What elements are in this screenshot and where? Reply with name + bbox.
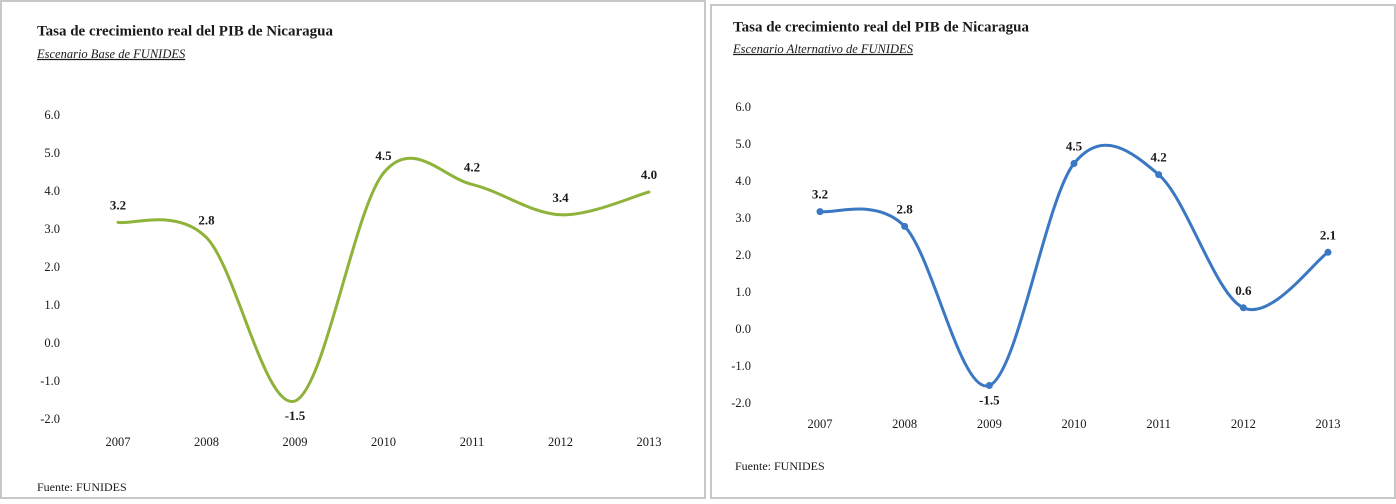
chart-title: Tasa de crecimiento real del PIB de Nica… — [733, 19, 1029, 35]
y-tick-label: -2.0 — [40, 412, 60, 426]
data-label: 3.2 — [812, 187, 828, 202]
y-tick-label: -1.0 — [40, 374, 60, 388]
data-label: 4.0 — [641, 167, 657, 182]
data-label: 4.5 — [375, 148, 392, 163]
x-tick-label: 2007 — [808, 417, 833, 431]
source-note: Fuente: FUNIDES — [37, 480, 127, 494]
data-label: 2.1 — [1320, 227, 1336, 242]
y-tick-label: 3.0 — [735, 211, 751, 225]
y-tick-label: 5.0 — [735, 137, 751, 151]
x-tick-label: 2013 — [1316, 417, 1341, 431]
x-tick-label: 2013 — [637, 435, 662, 449]
y-tick-label: 3.0 — [44, 222, 60, 236]
marker — [1155, 171, 1163, 179]
data-label: 4.2 — [1151, 150, 1167, 165]
y-tick-label: 1.0 — [735, 285, 751, 299]
x-tick-label: 2011 — [1146, 417, 1171, 431]
data-label: 3.2 — [110, 197, 126, 212]
marker — [1324, 248, 1332, 256]
line — [116, 156, 651, 403]
y-tick-label: 6.0 — [735, 100, 751, 114]
data-label: -1.5 — [285, 408, 306, 423]
x-tick-label: 2011 — [460, 435, 485, 449]
x-tick-label: 2009 — [977, 417, 1002, 431]
data-label: 4.5 — [1066, 138, 1083, 153]
data-label: 2.8 — [198, 213, 215, 228]
y-tick-label: 0.0 — [44, 336, 60, 350]
x-tick-label: 2012 — [1231, 417, 1256, 431]
y-tick-label: 5.0 — [44, 146, 60, 160]
marker — [901, 222, 909, 230]
y-tick-label: -2.0 — [731, 396, 751, 410]
data-label: 3.4 — [552, 190, 569, 205]
x-tick-label: 2010 — [1062, 417, 1087, 431]
y-tick-label: 4.0 — [44, 184, 60, 198]
data-label: 4.2 — [464, 159, 480, 174]
source-note: Fuente: FUNIDES — [735, 459, 825, 473]
y-tick-label: 0.0 — [735, 322, 751, 336]
y-tick-label: 1.0 — [44, 298, 60, 312]
y-tick-label: 2.0 — [44, 260, 60, 274]
panel-border — [710, 4, 1396, 499]
line — [818, 143, 1330, 388]
x-tick-label: 2012 — [548, 435, 573, 449]
y-tick-label: 4.0 — [735, 174, 751, 188]
chart-subtitle: Escenario Base de FUNIDES — [36, 47, 186, 61]
chart-title: Tasa de crecimiento real del PIB de Nica… — [37, 23, 333, 39]
x-tick-label: 2007 — [106, 435, 131, 449]
data-label: 2.8 — [897, 201, 914, 216]
x-tick-label: 2008 — [892, 417, 917, 431]
x-tick-label: 2010 — [371, 435, 396, 449]
x-tick-label: 2009 — [283, 435, 308, 449]
y-tick-label: 2.0 — [735, 248, 751, 262]
data-label: -1.5 — [979, 392, 1000, 407]
chart-subtitle: Escenario Alternativo de FUNIDES — [732, 42, 914, 56]
y-tick-label: -1.0 — [731, 359, 751, 373]
marker — [1070, 160, 1078, 167]
marker — [985, 382, 993, 389]
x-tick-label: 2008 — [194, 435, 219, 449]
data-label: 0.6 — [1235, 283, 1252, 298]
y-tick-label: 6.0 — [44, 108, 60, 122]
marker — [1239, 304, 1247, 312]
marker — [816, 208, 824, 216]
